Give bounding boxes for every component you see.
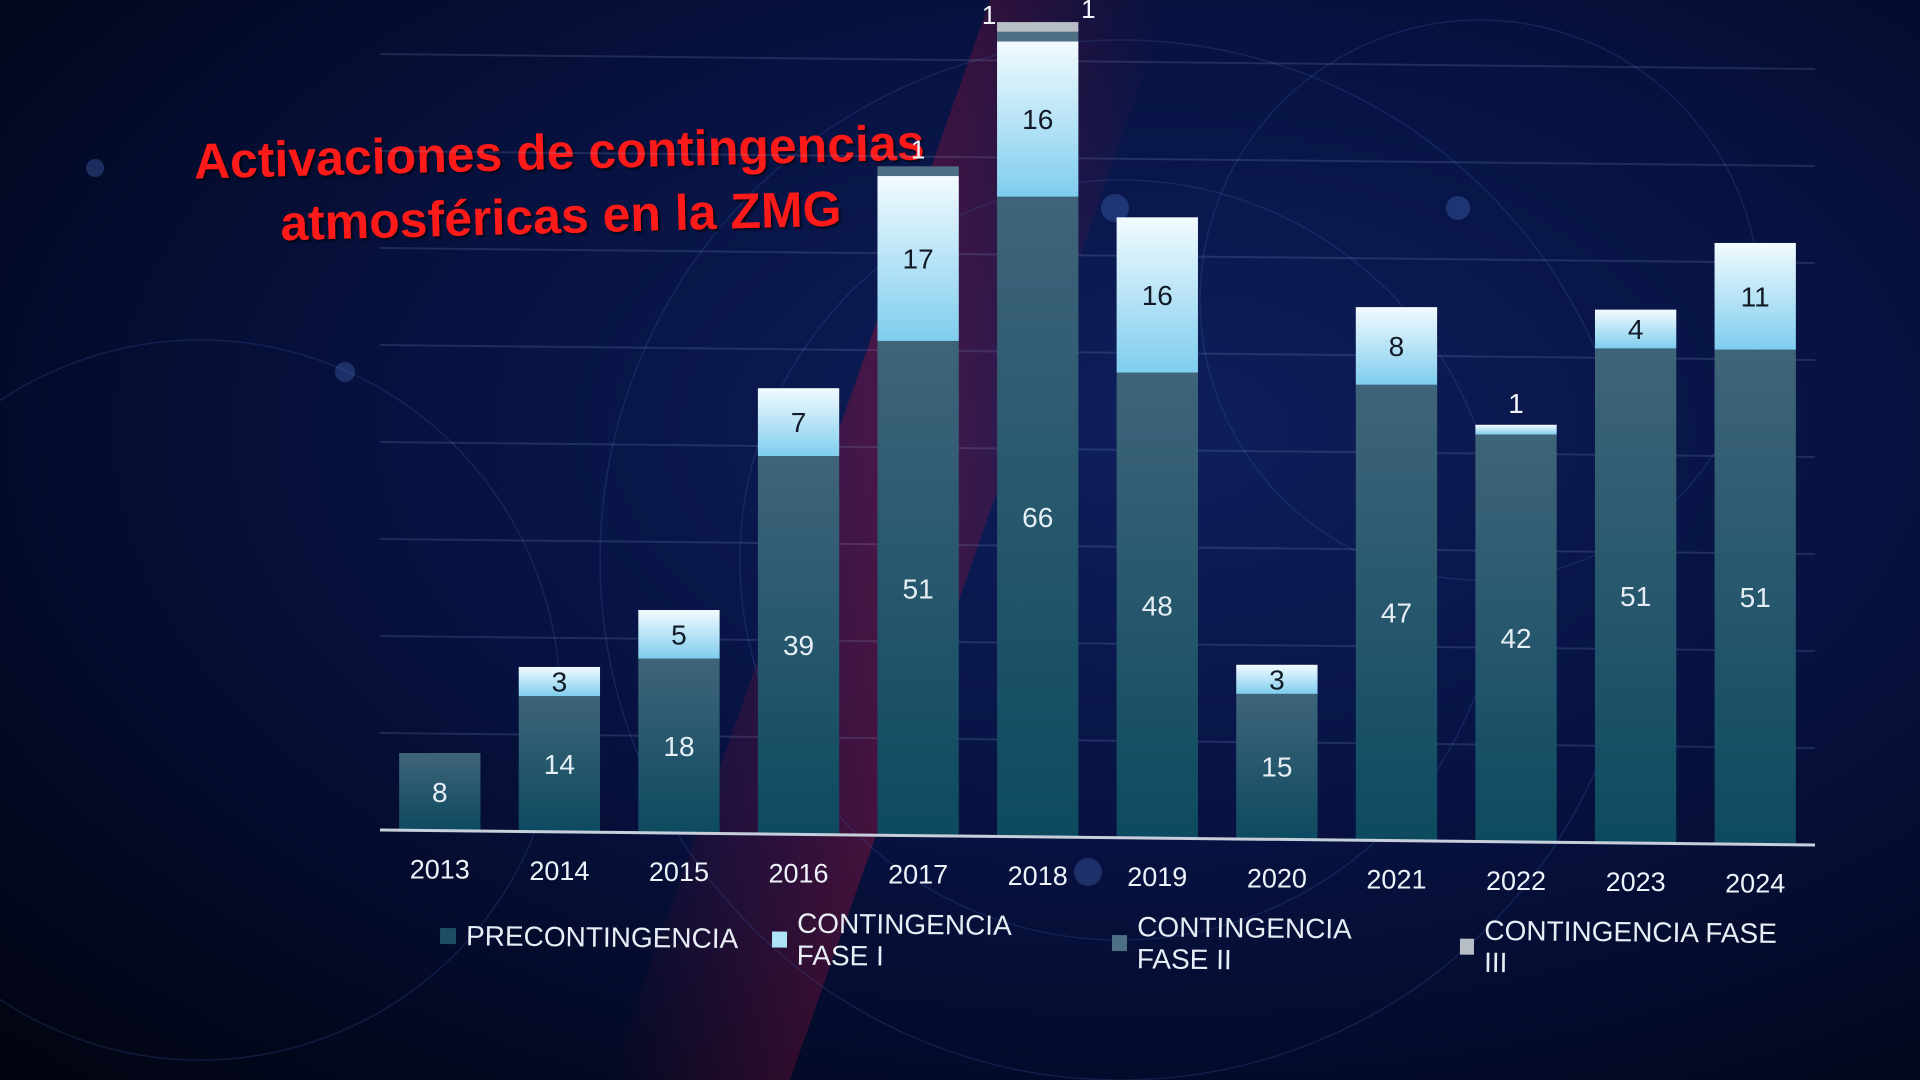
data-label-contingencia-fase-ii-2018: 1 <box>982 0 996 30</box>
bar-segment-precontingencia-2023 <box>1594 348 1677 844</box>
data-label-precontingencia-2016: 39 <box>783 630 814 661</box>
data-label-contingencia-fase-i-2023: 4 <box>1628 314 1644 345</box>
bar-segment-precontingencia-2021 <box>1355 384 1438 841</box>
bar-segment-contingencia-fase-i-2018 <box>997 41 1079 197</box>
bar-segment-precontingencia-2018 <box>997 196 1079 837</box>
data-label-precontingencia-2023: 51 <box>1620 581 1651 612</box>
gridline <box>379 247 1816 264</box>
bar-segment-contingencia-fase-i-2015 <box>638 610 720 659</box>
bar-segment-contingencia-fase-i-2020 <box>1236 664 1318 694</box>
x-tick-label-2023: 2023 <box>1606 867 1666 897</box>
data-label-precontingencia-2020: 15 <box>1261 752 1292 783</box>
x-tick-label-2020: 2020 <box>1247 863 1307 893</box>
data-label-precontingencia-2017: 51 <box>903 573 934 604</box>
data-label-precontingencia-2024: 51 <box>1740 582 1771 613</box>
bar-segment-precontingencia-2017 <box>877 340 959 836</box>
data-label-contingencia-fase-i-2024: 11 <box>1741 281 1770 312</box>
bar-segment-precontingencia-2019 <box>1116 372 1198 839</box>
data-label-contingencia-fase-i-2021: 8 <box>1389 331 1405 362</box>
data-label-contingencia-fase-i-2017: 17 <box>903 243 934 274</box>
data-label-contingencia-fase-i-2016: 7 <box>791 407 807 438</box>
x-axis-line <box>379 828 1816 847</box>
x-tick-label-2013: 2013 <box>410 855 470 885</box>
bar-segment-precontingencia-2020 <box>1236 693 1318 840</box>
bar-segment-contingencia-fase-ii-2017 <box>877 166 959 177</box>
bar-segment-contingencia-fase-i-2014 <box>518 666 601 697</box>
data-label-precontingencia-2015: 18 <box>663 731 694 762</box>
legend-item-contingencia-fase-iii: CONTINGENCIA FASE III <box>1459 915 1780 982</box>
bar-segment-precontingencia-2015 <box>638 658 720 834</box>
bar-segment-contingencia-fase-i-2019 <box>1116 217 1198 373</box>
x-tick-label-2022: 2022 <box>1486 866 1546 896</box>
legend-label: CONTINGENCIA FASE III <box>1483 914 1778 979</box>
data-label-contingencia-fase-i-2018: 16 <box>1022 104 1053 135</box>
legend-item-contingencia-fase-ii: CONTINGENCIA FASE II <box>1112 911 1426 978</box>
x-tick-label-2018: 2018 <box>1008 861 1068 891</box>
legend-swatch <box>439 927 457 945</box>
bar-segment-precontingencia-2022 <box>1475 434 1557 842</box>
legend-item-contingencia-fase-i: CONTINGENCIA FASE I <box>772 907 1079 974</box>
data-label-contingencia-fase-i-2019: 16 <box>1142 280 1173 311</box>
x-tick-label-2017: 2017 <box>888 860 948 890</box>
bar-segment-contingencia-fase-i-2024 <box>1714 242 1796 350</box>
x-tick-label-2016: 2016 <box>769 858 829 888</box>
gridline <box>379 344 1816 361</box>
x-tick-label-2024: 2024 <box>1725 868 1785 898</box>
bar-segment-precontingencia-2013 <box>399 753 481 831</box>
data-label-contingencia-fase-ii-2017: 1 <box>911 134 925 164</box>
legend-swatch <box>1112 935 1128 952</box>
x-tick-label-2021: 2021 <box>1366 865 1426 895</box>
bar-segment-contingencia-fase-i-2016 <box>757 388 840 457</box>
x-tick-label-2015: 2015 <box>649 857 709 887</box>
bar-segment-precontingencia-2024 <box>1714 349 1796 845</box>
data-label-precontingencia-2021: 47 <box>1381 598 1412 629</box>
data-label-contingencia-fase-i-2020: 3 <box>1269 664 1285 695</box>
legend-label: CONTINGENCIA FASE I <box>796 907 1011 972</box>
bar-segment-contingencia-fase-i-2023 <box>1594 309 1677 349</box>
legend-swatch <box>772 931 787 948</box>
legend-swatch <box>1459 938 1475 955</box>
bar-segment-contingencia-fase-iii-2018 <box>997 22 1079 32</box>
data-label-precontingencia-2014: 14 <box>544 749 575 780</box>
bar-segment-precontingencia-2014 <box>518 696 601 832</box>
data-label-contingencia-fase-i-2022: 1 <box>1508 388 1524 419</box>
bar-segment-contingencia-fase-i-2022 <box>1475 424 1557 435</box>
gridline <box>379 441 1816 458</box>
gridline <box>379 53 1816 70</box>
bar-segment-contingencia-fase-ii-2018 <box>997 31 1079 42</box>
data-label-contingencia-fase-i-2014: 3 <box>552 667 568 698</box>
legend-item-precontingencia: PRECONTINGENCIA <box>439 920 739 955</box>
gridline <box>379 635 1816 652</box>
legend-label: CONTINGENCIA FASE II <box>1136 911 1351 976</box>
data-label-precontingencia-2022: 42 <box>1500 623 1531 654</box>
gridline <box>379 732 1816 749</box>
x-tick-label-2014: 2014 <box>529 856 589 886</box>
data-label-precontingencia-2019: 48 <box>1142 590 1173 621</box>
gridline <box>379 538 1816 555</box>
data-label-precontingencia-2018: 66 <box>1022 502 1053 533</box>
bar-segment-contingencia-fase-i-2021 <box>1355 307 1438 385</box>
data-label-contingencia-fase-i-2015: 5 <box>671 619 687 650</box>
x-tick-label-2019: 2019 <box>1127 862 1187 892</box>
gridline <box>379 150 1816 167</box>
data-label-precontingencia-2013: 8 <box>432 777 448 808</box>
legend-label: PRECONTINGENCIA <box>465 920 739 955</box>
bar-segment-contingencia-fase-i-2017 <box>877 176 959 341</box>
bar-segment-precontingencia-2016 <box>757 456 840 835</box>
data-label-contingencia-fase-iii-2018: 1 <box>1081 0 1095 24</box>
